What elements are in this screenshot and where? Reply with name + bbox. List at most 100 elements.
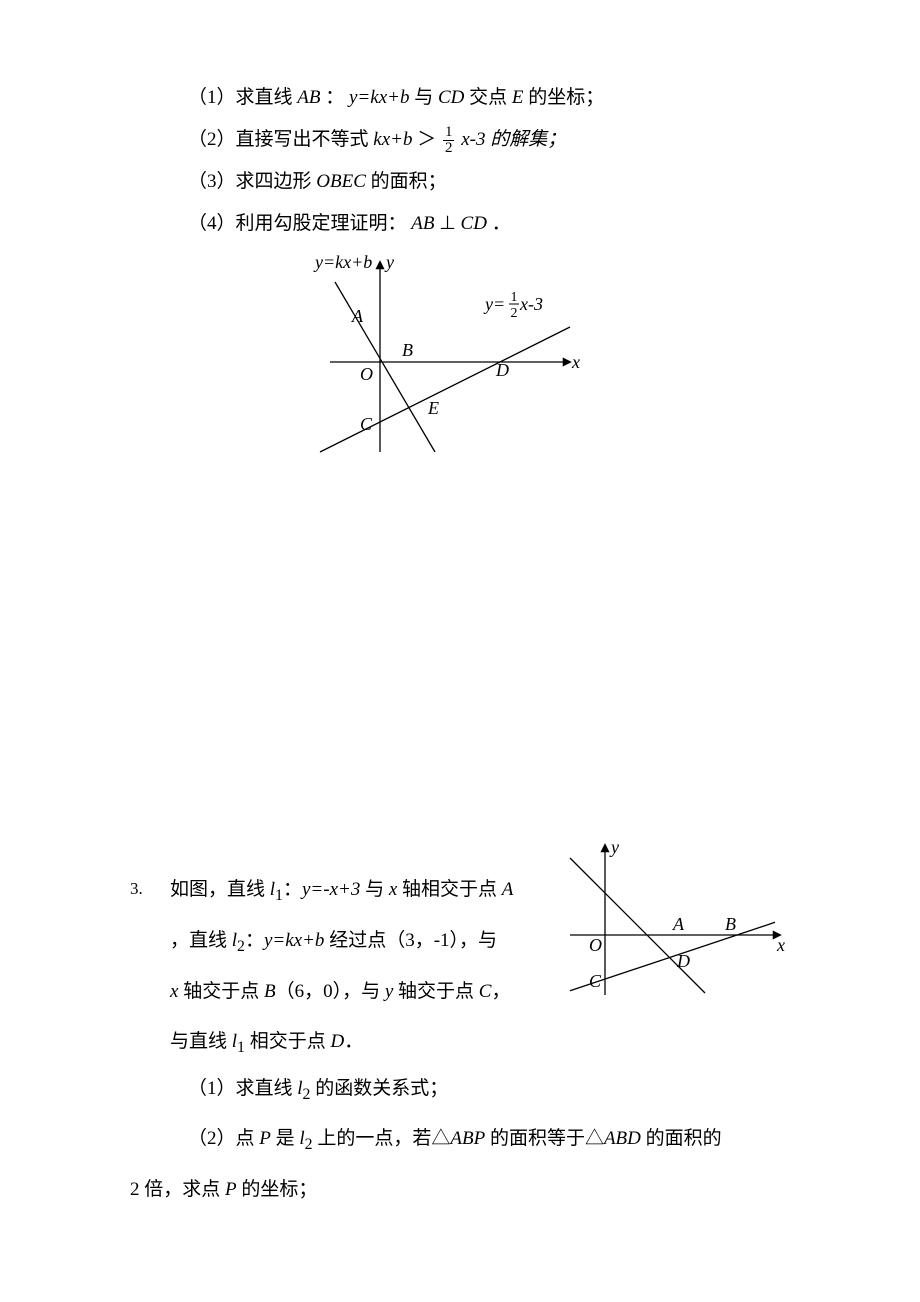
t: 与 bbox=[360, 879, 389, 900]
figure-2-svg: y x O A B C D bbox=[565, 835, 790, 1005]
var-AB: AB bbox=[411, 213, 434, 234]
t: 轴交于点 bbox=[178, 981, 264, 1002]
t: ． bbox=[344, 1031, 363, 1052]
text: 的面积； bbox=[371, 171, 447, 192]
figure-1: y=kx+b y y= 1 2 x-3 A B O D x C E bbox=[130, 252, 790, 475]
ABD: ABD bbox=[604, 1128, 641, 1149]
q3-row: 3. 如图，直线 l1：y=-x+3 与 x 轴相交于点 A ，直线 l2：y=… bbox=[130, 865, 790, 1067]
question-3: 3. 如图，直线 l1：y=-x+3 与 x 轴相交于点 A ，直线 l2：y=… bbox=[130, 865, 790, 1210]
line-CD bbox=[320, 327, 570, 452]
sub1: 1 bbox=[237, 1039, 245, 1056]
t: 的坐标； bbox=[237, 1179, 318, 1200]
denominator: 2 bbox=[443, 141, 455, 156]
var-OBEC: OBEC bbox=[316, 171, 366, 192]
q3-stem: 如图，直线 l1：y=-x+3 与 x 轴相交于点 A ，直线 l2：y=kx+… bbox=[170, 865, 565, 1067]
sub2: 2 bbox=[305, 1136, 313, 1153]
t: 2 倍，求点 bbox=[130, 1179, 225, 1200]
t: 的面积的 bbox=[641, 1128, 722, 1149]
t: 相交于点 bbox=[245, 1031, 331, 1052]
sub-1: （1）求直线 AB ： y=kx+b 与 CD 交点 E 的坐标； bbox=[188, 80, 790, 116]
var-E: E bbox=[512, 87, 524, 108]
label-ykxb: y=kx+b bbox=[313, 252, 372, 272]
label-O: O bbox=[589, 935, 602, 955]
frac-den: 2 bbox=[511, 306, 518, 321]
t: ，直线 bbox=[170, 930, 232, 951]
label-y: y bbox=[609, 837, 619, 857]
label-C: C bbox=[360, 414, 373, 434]
A: A bbox=[502, 879, 514, 900]
perp: ⊥ bbox=[439, 213, 456, 234]
prev-question-subparts: （1）求直线 AB ： y=kx+b 与 CD 交点 E 的坐标； （2）直接写… bbox=[130, 80, 790, 242]
text: （3）求四边形 bbox=[188, 171, 316, 192]
label-D: D bbox=[676, 951, 690, 971]
P: P bbox=[225, 1179, 237, 1200]
label-E: E bbox=[427, 398, 439, 418]
q3-sub-2: （2）点 P 是 l2 上的一点，若△ABP 的面积等于△ABD 的面积的 bbox=[188, 1118, 790, 1163]
ABP: ABP bbox=[450, 1128, 485, 1149]
sub-2: （2）直接写出不等式 kx+b ＞ 1 2 x-3 的解集； bbox=[188, 122, 790, 158]
figure-2: y x O A B C D bbox=[565, 835, 790, 1018]
sub-3: （3）求四边形 OBEC 的面积； bbox=[188, 164, 790, 200]
var-CD: CD bbox=[461, 213, 487, 234]
numerator: 1 bbox=[443, 125, 455, 141]
t: 轴交于点 bbox=[393, 981, 479, 1002]
D: D bbox=[330, 1031, 344, 1052]
text: 的坐标； bbox=[528, 87, 604, 108]
t: 上的一点，若△ bbox=[313, 1128, 451, 1149]
var-AB: AB bbox=[297, 87, 320, 108]
text: 交点 bbox=[469, 87, 512, 108]
t: ： bbox=[245, 930, 264, 951]
rhs: x-3 的解集； bbox=[461, 129, 566, 150]
label-x: x bbox=[776, 935, 785, 955]
var-CD: CD bbox=[438, 87, 464, 108]
t: 与直线 bbox=[170, 1031, 232, 1052]
t: （1）求直线 bbox=[188, 1078, 297, 1099]
sub2: 2 bbox=[237, 938, 245, 955]
C: C bbox=[479, 981, 492, 1002]
t: 的面积等于△ bbox=[485, 1128, 604, 1149]
t: 如图，直线 bbox=[170, 879, 270, 900]
label-B: B bbox=[402, 340, 413, 360]
t: 轴相交于点 bbox=[397, 879, 502, 900]
vertical-gap bbox=[130, 515, 790, 865]
text: 与 bbox=[414, 87, 438, 108]
page: （1）求直线 AB ： y=kx+b 与 CD 交点 E 的坐标； （2）直接写… bbox=[0, 0, 920, 1297]
P: P bbox=[259, 1128, 271, 1149]
label-y2a: y= bbox=[483, 294, 505, 314]
label-y2b: x-3 bbox=[519, 294, 543, 314]
label-B: B bbox=[725, 914, 736, 934]
t: ， bbox=[491, 981, 510, 1002]
frac-num: 1 bbox=[511, 290, 518, 305]
label-A: A bbox=[672, 914, 685, 934]
B: B bbox=[264, 981, 276, 1002]
line-AB bbox=[335, 282, 435, 452]
fraction-half: 1 2 bbox=[443, 125, 455, 156]
label-C: C bbox=[589, 971, 602, 991]
label-O: O bbox=[360, 364, 373, 384]
q3-number: 3. bbox=[130, 865, 170, 905]
t: 的函数关系式； bbox=[310, 1078, 448, 1099]
colon: ： bbox=[325, 87, 344, 108]
label-A: A bbox=[351, 306, 364, 326]
label-x: x bbox=[571, 352, 580, 372]
t: （6，0），与 bbox=[276, 981, 385, 1002]
t: 经过点（3，-1），与 bbox=[324, 930, 497, 951]
q3-sub-2-cont: 2 倍，求点 P 的坐标； bbox=[130, 1169, 790, 1211]
t: ： bbox=[283, 879, 302, 900]
period: ． bbox=[492, 213, 511, 234]
gt: ＞ bbox=[417, 129, 436, 150]
label-y: y bbox=[384, 252, 394, 272]
eq: y=kx+b bbox=[264, 930, 324, 951]
text: （2）直接写出不等式 bbox=[188, 129, 373, 150]
q3-sub-1: （1）求直线 l2 的函数关系式； bbox=[188, 1068, 790, 1113]
eq: y=kx+b bbox=[349, 87, 409, 108]
lhs: kx+b bbox=[373, 129, 412, 150]
eq: y=-x+3 bbox=[302, 879, 360, 900]
sub1: 1 bbox=[275, 887, 283, 904]
q3-subparts: （1）求直线 l2 的函数关系式； （2）点 P 是 l2 上的一点，若△ABP… bbox=[130, 1068, 790, 1211]
t: 是 bbox=[271, 1128, 300, 1149]
label-D: D bbox=[495, 360, 509, 380]
y: y bbox=[385, 981, 393, 1002]
text: （1）求直线 bbox=[188, 87, 297, 108]
figure-1-svg: y=kx+b y y= 1 2 x-3 A B O D x C E bbox=[310, 252, 610, 462]
